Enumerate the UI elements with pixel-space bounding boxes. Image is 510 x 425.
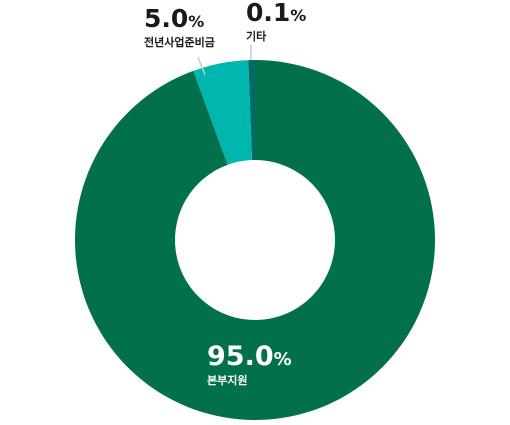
slice-label-0: 95.0%본부지원 xyxy=(207,341,292,387)
slice-label-1: 5.0% 전년사업준비금 xyxy=(144,4,215,49)
slice-value-number-0: 95.0 xyxy=(207,341,274,372)
slice-value-number-2: 0.1 xyxy=(246,0,290,27)
slice-value-1: 5.0% xyxy=(144,4,204,33)
slice-0 xyxy=(75,60,435,420)
slice-name-2: 기타 xyxy=(246,29,267,43)
leader-lines-layer xyxy=(197,45,252,76)
slice-value-unit-0: % xyxy=(274,349,292,370)
slice-1 xyxy=(193,60,252,165)
slice-value-2: 0.1% xyxy=(246,0,306,27)
slice-name-0: 본부지원 xyxy=(207,373,247,387)
slice-value-unit-2: % xyxy=(290,6,306,25)
slices-layer xyxy=(75,60,435,420)
slice-value-0: 95.0% xyxy=(207,341,292,372)
slice-label-2: 0.1% 기타 xyxy=(246,0,306,43)
slice-value-unit-1: % xyxy=(188,12,204,31)
slice-name-1: 전년사업준비금 xyxy=(144,35,215,49)
slice-2 xyxy=(248,60,255,161)
slice-value-number-1: 5.0 xyxy=(144,4,188,33)
leader-line-1 xyxy=(197,56,206,76)
